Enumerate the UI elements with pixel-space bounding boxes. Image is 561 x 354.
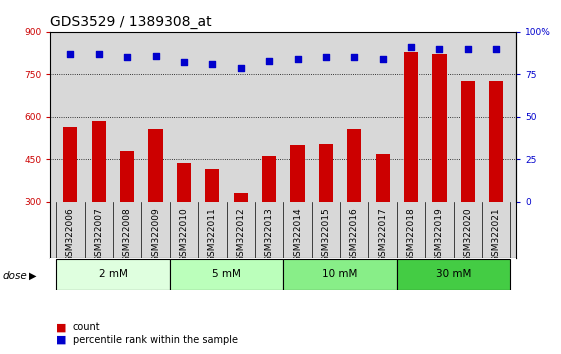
Text: GSM322018: GSM322018 — [407, 207, 416, 262]
Bar — [170, 259, 283, 290]
Bar — [291, 145, 305, 202]
Text: GSM322019: GSM322019 — [435, 207, 444, 262]
Bar — [461, 81, 475, 202]
Point — [293, 56, 302, 62]
Point — [180, 59, 188, 65]
Text: GSM322009: GSM322009 — [151, 207, 160, 262]
Text: GSM322021: GSM322021 — [492, 207, 501, 262]
Point — [407, 44, 416, 50]
Text: 10 mM: 10 mM — [323, 269, 358, 279]
Bar — [283, 259, 397, 290]
Bar — [489, 81, 503, 202]
Bar — [262, 156, 276, 202]
Bar — [91, 121, 106, 202]
Text: GSM322016: GSM322016 — [350, 207, 359, 262]
Text: 30 mM: 30 mM — [436, 269, 471, 279]
Bar — [397, 259, 511, 290]
Point — [463, 46, 472, 52]
Bar — [63, 127, 77, 202]
Point — [321, 55, 330, 60]
Text: 5 mM: 5 mM — [212, 269, 241, 279]
Bar — [319, 144, 333, 202]
Bar — [347, 130, 361, 202]
Point — [350, 55, 359, 60]
Text: percentile rank within the sample: percentile rank within the sample — [73, 335, 238, 345]
Text: ■: ■ — [56, 335, 67, 345]
Point — [435, 46, 444, 52]
Text: GSM322010: GSM322010 — [180, 207, 188, 262]
Bar — [149, 130, 163, 202]
Text: GDS3529 / 1389308_at: GDS3529 / 1389308_at — [50, 16, 212, 29]
Point — [265, 58, 274, 64]
Bar — [404, 52, 418, 202]
Text: 2 mM: 2 mM — [99, 269, 127, 279]
Bar — [433, 55, 447, 202]
Point — [236, 65, 245, 70]
Bar — [375, 154, 390, 202]
Text: GSM322006: GSM322006 — [66, 207, 75, 262]
Text: GSM322011: GSM322011 — [208, 207, 217, 262]
Text: ■: ■ — [56, 322, 67, 332]
Point — [151, 53, 160, 58]
Point — [378, 56, 387, 62]
Text: GSM322012: GSM322012 — [236, 207, 245, 262]
Point — [66, 51, 75, 57]
Point — [208, 61, 217, 67]
Text: GSM322017: GSM322017 — [378, 207, 387, 262]
Point — [492, 46, 501, 52]
Bar — [120, 151, 134, 202]
Text: count: count — [73, 322, 100, 332]
Bar — [233, 193, 248, 202]
Point — [94, 51, 103, 57]
Text: dose: dose — [3, 271, 27, 281]
Bar — [177, 164, 191, 202]
Text: GSM322015: GSM322015 — [321, 207, 330, 262]
Text: GSM322020: GSM322020 — [463, 207, 472, 262]
Text: GSM322014: GSM322014 — [293, 207, 302, 262]
Text: GSM322013: GSM322013 — [265, 207, 274, 262]
Bar — [205, 169, 219, 202]
Text: ▶: ▶ — [29, 271, 36, 281]
Bar — [56, 259, 170, 290]
Text: GSM322007: GSM322007 — [94, 207, 103, 262]
Text: GSM322008: GSM322008 — [123, 207, 132, 262]
Point — [123, 55, 132, 60]
